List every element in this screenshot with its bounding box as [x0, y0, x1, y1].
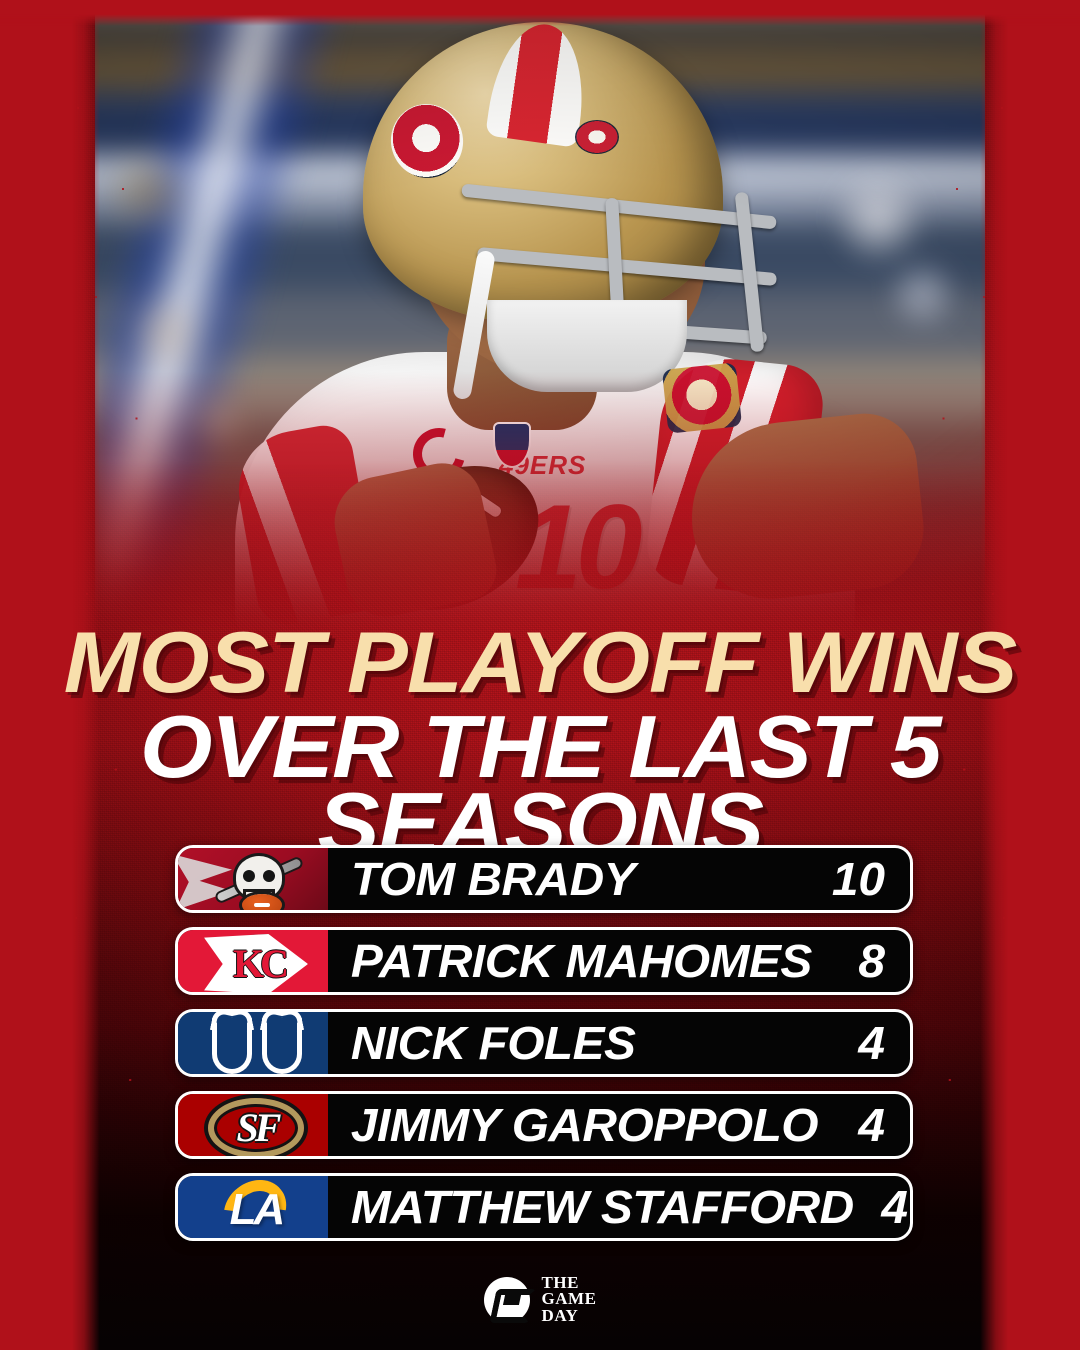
- page-title: MOST PLAYOFF WINS OVER THE LAST 5 SEASON…: [0, 615, 1080, 874]
- brand-footer: THE GAME DAY: [0, 1273, 1080, 1325]
- team-logo-cell: [178, 1012, 328, 1074]
- win-count: 4: [858, 1017, 886, 1069]
- win-count: 8: [858, 935, 886, 987]
- ranking-list: TOM BRADY 10 KC PATRICK MAHOMES 8 NICK F…: [175, 845, 913, 1255]
- rams-logo-icon: LA: [178, 1176, 328, 1238]
- buccaneers-logo-icon: [178, 848, 328, 910]
- 49ers-logo-icon: SF: [178, 1094, 328, 1156]
- player-name: TOM BRADY: [350, 853, 636, 905]
- team-logo-cell: KC: [178, 930, 328, 992]
- bucs-football: [242, 894, 282, 910]
- colts-horseshoe: [262, 1018, 302, 1074]
- title-line-1: MOST PLAYOFF WINS: [63, 615, 1018, 711]
- niners-oval: [208, 1098, 304, 1156]
- player-name: NICK FOLES: [350, 1017, 636, 1069]
- team-logo-cell: SF: [178, 1094, 328, 1156]
- niners-sf-monogram: SF: [236, 1105, 282, 1150]
- win-count: 4: [881, 1181, 909, 1233]
- chiefs-kc-monogram: KC: [233, 941, 289, 986]
- bucs-skull: [236, 856, 282, 898]
- team-logo-cell: LA: [178, 1176, 328, 1238]
- win-count: 4: [858, 1099, 886, 1151]
- player-name: JIMMY GAROPPOLO: [350, 1099, 819, 1151]
- table-row[interactable]: TOM BRADY 10: [175, 845, 913, 913]
- gameday-logo-icon: [483, 1276, 530, 1323]
- brand-line-2: GAME: [541, 1289, 597, 1309]
- rams-la-monogram: LA: [229, 1185, 286, 1234]
- table-row[interactable]: SF JIMMY GAROPPOLO 4: [175, 1091, 913, 1159]
- brand-line-3: DAY: [541, 1305, 579, 1325]
- title-line-2: OVER THE LAST 5 SEASONS: [139, 696, 942, 874]
- colts-horseshoe: [212, 1018, 252, 1074]
- colts-logo-icon: [178, 1012, 328, 1074]
- table-row[interactable]: NICK FOLES 4: [175, 1009, 913, 1077]
- team-logo-cell: [178, 848, 328, 910]
- chiefs-logo-icon: KC: [178, 930, 328, 992]
- win-count: 10: [831, 853, 886, 905]
- brand-line-1: THE: [541, 1273, 579, 1293]
- bucs-flag-tail: [178, 854, 232, 910]
- player-name: PATRICK MAHOMES: [350, 935, 812, 987]
- table-row[interactable]: LA MATTHEW STAFFORD 4: [175, 1173, 913, 1241]
- player-name: MATTHEW STAFFORD: [350, 1181, 854, 1233]
- brand-wordmark: THE GAME DAY: [541, 1273, 597, 1325]
- table-row[interactable]: KC PATRICK MAHOMES 8: [175, 927, 913, 995]
